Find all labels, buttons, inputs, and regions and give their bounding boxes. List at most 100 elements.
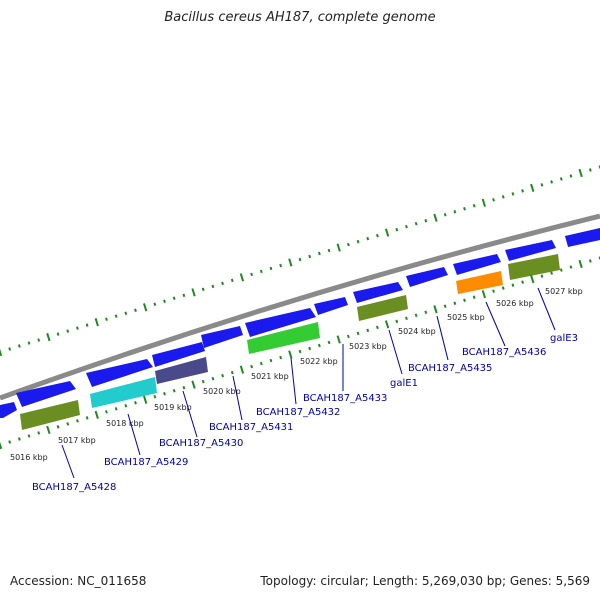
minor-tick [221,373,224,378]
gene-arrow[interactable] [353,282,403,303]
minor-tick [56,425,60,429]
gene-arrow[interactable] [245,308,316,337]
minor-tick [463,298,466,302]
scale-label: 5024 kbp [398,327,436,336]
scale-labels: 5016 kbp 5017 kbp 5018 kbp 5019 kbp 5020… [10,287,583,462]
gene-arrow[interactable] [505,240,556,261]
gene-BCAH187_A5428[interactable] [20,400,80,430]
gene-BCAH187_A5429[interactable] [90,377,157,408]
minor-tick [501,286,505,290]
minor-tick [308,254,312,259]
minor-tick [37,338,41,342]
scale-label: 5026 kbp [496,299,534,308]
gene-label[interactable]: BCAH187_A5436 [462,347,546,358]
major-tick [191,288,196,297]
minor-tick [472,204,476,208]
minor-tick [550,271,554,275]
minor-tick [327,248,331,253]
minor-tick [153,395,157,399]
minor-tick [27,434,31,438]
minor-tick [37,431,41,435]
scale-label: 5022 kbp [300,357,338,366]
gene-BCAH187_A5436[interactable] [456,271,503,294]
minor-tick [114,314,118,318]
gene-galE3[interactable] [508,254,560,280]
major-tick [578,259,583,269]
minor-tick [346,242,350,247]
gene-label[interactable]: BCAH187_A5428 [32,482,116,493]
gene-arrow[interactable] [16,381,76,407]
scale-label: 5021 kbp [251,372,289,381]
gene-arrow[interactable] [406,267,448,287]
gene-label[interactable]: galE3 [550,333,578,344]
minor-tick [376,325,379,330]
gene-arrow[interactable] [86,359,153,387]
minor-tick [298,257,302,262]
minor-tick [201,379,205,384]
major-tick [481,198,487,207]
gene-arrow[interactable] [453,254,501,275]
gene-arrow[interactable] [0,402,17,418]
gene-arrow[interactable] [314,297,348,315]
major-tick [191,380,196,389]
minor-tick [114,407,118,411]
gene-BCAH187_A5430[interactable] [155,357,208,384]
gene-label[interactable]: galE1 [390,378,418,389]
major-tick [288,350,293,359]
minor-tick [27,341,31,345]
outer-tick-track [0,165,600,357]
minor-tick [463,207,466,211]
minor-tick [317,343,321,348]
reverse-genes [20,254,560,430]
gene-arrow[interactable] [565,228,600,247]
accession-text: Accession: NC_011658 [10,574,147,588]
minor-tick [550,180,554,184]
gene-label[interactable]: BCAH187_A5435 [408,363,492,374]
major-tick [94,410,99,419]
minor-tick [250,364,254,369]
minor-tick [17,437,21,441]
scale-label: 5018 kbp [106,419,144,428]
gene-BCAH187_A5432[interactable] [247,322,320,354]
major-tick [143,395,148,404]
gene-label[interactable]: BCAH187_A5433 [303,393,387,404]
scale-label: 5016 kbp [10,453,48,462]
forward-genes [0,228,600,418]
gene-galE1[interactable] [357,295,408,321]
minor-tick [259,269,263,274]
minor-tick [211,376,215,381]
minor-tick [8,440,12,444]
minor-tick [346,334,350,339]
minor-tick [588,259,592,263]
minor-tick [588,168,592,172]
minor-tick [66,329,70,333]
minor-tick [182,293,186,298]
gene-arrow[interactable] [152,342,205,367]
major-tick [94,318,99,327]
minor-tick [453,301,457,305]
minor-tick [395,227,399,232]
gene-label[interactable]: BCAH187_A5429 [104,457,188,468]
map-title: Bacillus cereus AH187, complete genome [164,10,436,25]
minor-tick [8,347,12,351]
minor-tick [501,195,505,199]
minor-tick [269,266,273,271]
minor-tick [250,272,254,277]
minor-tick [17,344,21,348]
gene-label[interactable]: BCAH187_A5430 [159,438,243,449]
minor-tick [66,422,70,426]
major-tick [143,303,148,312]
major-tick [46,425,51,435]
gene-label[interactable]: BCAH187_A5432 [256,407,340,418]
scale-label: 5020 kbp [203,387,241,396]
minor-tick [521,280,524,284]
minor-tick [356,239,360,244]
major-tick [239,365,245,374]
scale-label: 5017 kbp [58,436,96,445]
major-tick [288,258,293,267]
minor-tick [124,404,128,408]
minor-tick [201,287,205,292]
gene-arrow[interactable] [201,326,243,348]
gene-label[interactable]: BCAH187_A5431 [209,422,293,433]
